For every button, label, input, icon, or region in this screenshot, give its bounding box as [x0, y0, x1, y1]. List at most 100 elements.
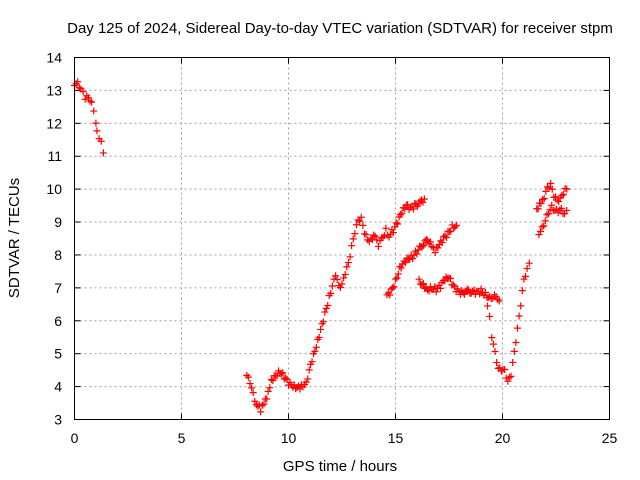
data-point	[393, 274, 401, 282]
data-point	[434, 244, 442, 252]
data-point	[84, 94, 92, 102]
y-tick-label: 14	[46, 50, 62, 66]
data-point	[93, 127, 101, 135]
data-point	[392, 219, 400, 227]
data-point	[513, 324, 521, 332]
data-point	[327, 289, 335, 297]
x-tick-label: 25	[602, 430, 618, 446]
data-point	[79, 88, 87, 96]
data-point	[537, 200, 545, 208]
data-point	[536, 228, 544, 236]
data-point	[534, 205, 542, 213]
x-axis-label: GPS time / hours	[283, 458, 397, 475]
data-point	[512, 338, 520, 346]
data-point	[390, 283, 398, 291]
data-point	[510, 347, 518, 355]
y-axis-label: SDTVAR / TECUs	[6, 178, 23, 298]
data-point	[522, 272, 530, 280]
data-point	[561, 185, 569, 193]
data-point	[305, 366, 313, 374]
data-point	[507, 372, 515, 380]
data-point	[382, 224, 390, 232]
data-point	[282, 374, 290, 382]
data-point	[319, 318, 327, 326]
data-point	[365, 237, 373, 245]
data-point	[518, 287, 526, 295]
y-tick-label: 3	[54, 412, 62, 428]
data-point	[304, 375, 312, 383]
data-point	[502, 374, 510, 382]
data-point	[419, 198, 427, 206]
data-point	[558, 191, 566, 199]
data-point	[535, 231, 543, 239]
data-point	[548, 201, 556, 209]
data-point	[557, 204, 565, 212]
y-tick-label: 10	[46, 181, 62, 197]
data-point	[251, 397, 259, 405]
y-tick-label: 6	[54, 313, 62, 329]
data-point	[401, 204, 409, 212]
data-point	[88, 98, 96, 106]
data-point	[477, 285, 485, 293]
data-point	[515, 312, 523, 320]
data-point	[543, 183, 551, 191]
data-point	[336, 283, 344, 291]
data-point	[308, 358, 316, 366]
data-point	[509, 358, 517, 366]
data-point	[494, 295, 502, 303]
data-point	[248, 384, 256, 392]
data-point	[445, 228, 453, 236]
data-point	[436, 284, 444, 292]
y-tick-label: 13	[46, 82, 62, 98]
data-point	[243, 371, 251, 379]
data-point	[392, 275, 399, 283]
plot-frame	[74, 57, 610, 420]
data-point	[496, 364, 504, 372]
data-point	[338, 280, 346, 288]
data-point	[333, 275, 341, 283]
y-tick-label: 8	[54, 247, 62, 263]
data-point	[443, 234, 451, 242]
data-point	[545, 210, 553, 218]
data-point	[441, 232, 449, 240]
data-point	[426, 238, 434, 246]
data-point	[352, 221, 360, 229]
data-points	[71, 78, 571, 416]
data-point	[74, 78, 82, 86]
y-tick-labels: 3 4 5 6 7 8 9 10 11 12 13 14	[46, 50, 62, 428]
data-point	[505, 373, 513, 381]
data-point	[356, 217, 364, 225]
data-point	[559, 190, 567, 198]
data-point	[555, 198, 563, 206]
data-point	[348, 242, 356, 250]
data-point	[437, 237, 445, 245]
data-point	[553, 205, 561, 213]
y-tick-label: 7	[54, 280, 62, 296]
data-point	[394, 220, 402, 228]
data-point	[269, 377, 277, 385]
y-tick-label: 11	[47, 148, 62, 164]
data-point	[75, 84, 83, 92]
data-point	[542, 187, 550, 195]
data-point	[446, 275, 454, 283]
data-point	[302, 378, 310, 386]
data-point	[370, 231, 378, 239]
data-point	[432, 288, 440, 296]
data-point	[249, 389, 257, 397]
data-point	[374, 242, 382, 250]
data-point	[328, 282, 336, 290]
data-point	[422, 236, 430, 244]
data-point	[267, 376, 275, 384]
data-point	[99, 149, 107, 157]
data-point	[343, 263, 351, 271]
data-point	[484, 294, 492, 302]
data-point	[419, 279, 427, 287]
data-point	[431, 249, 439, 257]
data-point	[493, 359, 501, 367]
data-point	[452, 221, 460, 229]
data-point	[501, 365, 509, 373]
data-point	[413, 250, 421, 258]
data-point	[540, 222, 548, 230]
